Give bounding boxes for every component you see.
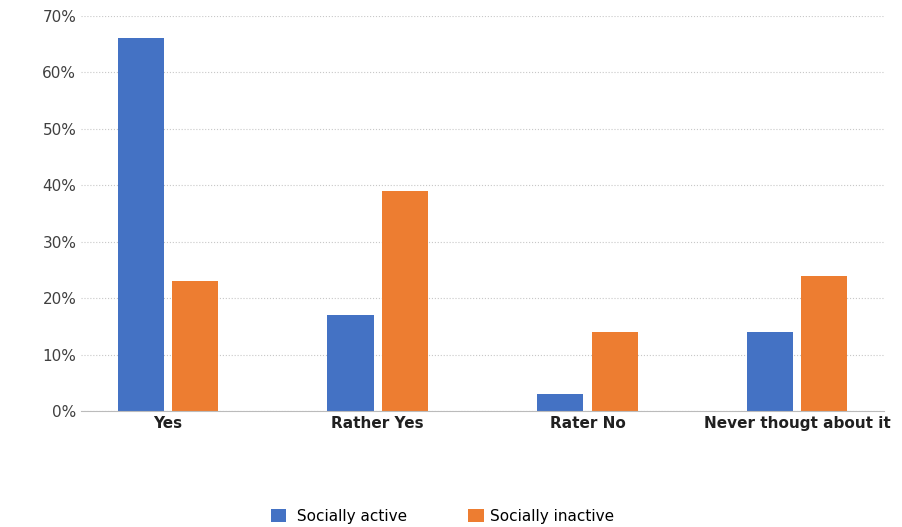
Bar [592, 332, 638, 411]
Bar [117, 38, 164, 411]
Bar [382, 191, 428, 411]
Bar [747, 332, 793, 411]
Bar [537, 394, 584, 411]
Bar [327, 315, 373, 411]
Bar [801, 276, 848, 411]
Bar [172, 281, 218, 411]
Legend:  Socially active, Socially inactive: Socially active, Socially inactive [265, 503, 620, 527]
